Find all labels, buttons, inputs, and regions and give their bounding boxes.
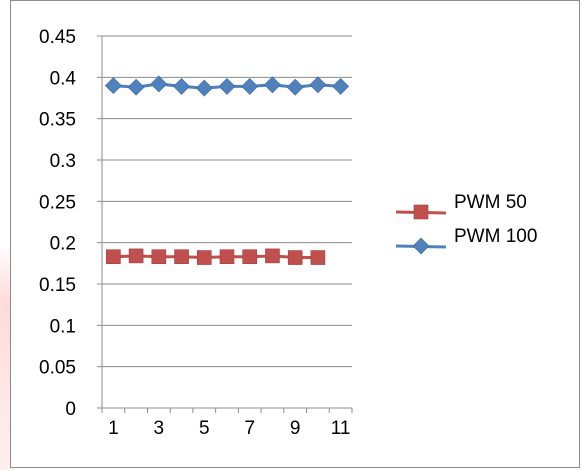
data-point — [332, 78, 350, 95]
series-2 — [104, 75, 350, 97]
y-tick-label: 0.3 — [50, 151, 76, 172]
series-1 — [106, 248, 326, 265]
y-tick-label: 0.1 — [50, 316, 76, 337]
data-point — [195, 79, 213, 97]
legend-item: PWM 50 — [395, 192, 527, 220]
legend-item: PWM 100 — [395, 226, 537, 255]
y-tick-label: 0.2 — [50, 234, 76, 255]
x-tick-label: 11 — [331, 418, 351, 439]
axes — [101, 36, 352, 409]
y-tick-label: 0.25 — [39, 192, 76, 213]
x-axis-ticks: 1 3 5 7 9 11 — [101, 408, 353, 439]
gridlines — [102, 35, 352, 368]
data-point — [287, 250, 303, 265]
data-point — [242, 249, 258, 265]
series-line — [113, 254, 318, 260]
data-point — [264, 76, 281, 94]
y-tick-label: 0.4 — [50, 68, 77, 89]
series-group — [104, 75, 350, 265]
data-point — [265, 248, 280, 264]
y-tick-label: 0 — [65, 399, 76, 420]
data-point — [173, 78, 190, 95]
data-point — [241, 78, 259, 95]
y-tick-label: 0.05 — [39, 358, 76, 379]
x-tick-label: 9 — [290, 418, 301, 439]
data-point — [104, 77, 122, 95]
data-point — [286, 78, 304, 96]
data-point — [196, 250, 212, 265]
x-tick-label: 1 — [108, 418, 119, 439]
y-axis-ticks: 0 0.05 0.1 0.15 0.2 0.25 0.3 0.35 0.4 0.45 — [39, 27, 102, 420]
legend-label: PWM 50 — [454, 192, 527, 213]
y-tick-label: 0.45 — [39, 27, 76, 48]
x-tick-label: 7 — [244, 418, 255, 439]
legend-marker — [413, 204, 429, 220]
data-point — [150, 75, 168, 93]
data-point — [106, 249, 121, 265]
data-point — [310, 250, 326, 265]
data-point — [174, 249, 189, 265]
legend-label: PWM 100 — [454, 226, 537, 247]
legend-marker — [412, 237, 430, 255]
x-tick-label: 5 — [199, 418, 210, 439]
data-point — [128, 248, 144, 264]
legend: PWM 50 PWM 100 — [395, 192, 537, 255]
data-point — [219, 249, 235, 265]
data-point — [309, 76, 327, 94]
data-point — [151, 249, 167, 265]
y-tick-label: 0.15 — [39, 275, 76, 296]
data-point — [218, 78, 236, 95]
x-tick-label: 3 — [154, 418, 165, 439]
chart-frame — [10, 0, 580, 468]
data-point — [127, 78, 145, 96]
y-tick-label: 0.35 — [39, 110, 76, 131]
